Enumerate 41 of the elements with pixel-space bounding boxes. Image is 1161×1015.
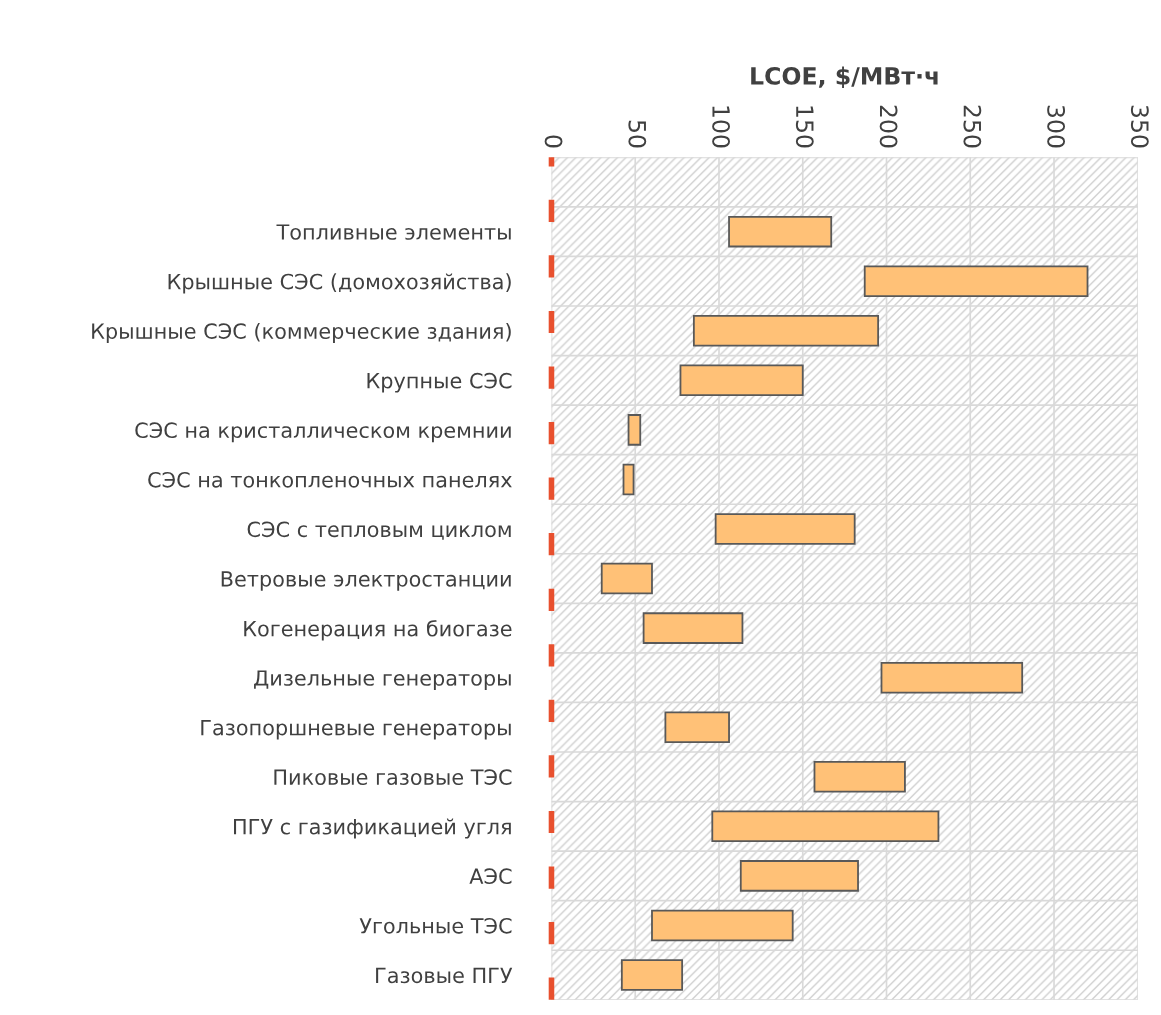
- y-tick-label: Пиковые газовые ТЭС: [274, 769, 512, 785]
- bar: [880, 661, 1024, 694]
- x-tick-label: 300: [1047, 105, 1066, 148]
- y-tick-label: Крупные СЭС: [367, 372, 512, 393]
- y-tick-label: СЭС с тепловым циклом: [247, 521, 511, 540]
- y-tick-label: Ветровые электростанции: [221, 571, 511, 591]
- x-tick-label: 350: [1130, 105, 1149, 148]
- x-tick-label: 250: [963, 105, 982, 148]
- bar: [622, 463, 635, 496]
- bar: [679, 364, 804, 397]
- y-tick-label: Угольные ТЭС: [359, 917, 512, 934]
- y-tick-label: ПГУ с газификацией угля: [234, 818, 511, 839]
- bar: [711, 810, 940, 843]
- x-tick-label: 150: [795, 106, 814, 148]
- bar: [627, 414, 642, 446]
- bar: [714, 513, 856, 545]
- y-tick-label: Дизельные генераторы: [254, 670, 511, 690]
- x-axis-title: LCOE, $/МВт·ч: [751, 66, 938, 88]
- y-tick-label: СЭС на кристаллическом кремнии: [135, 422, 511, 443]
- y-tick-label: СЭС на тонкопленочных панелях: [148, 471, 512, 488]
- x-tick-label: 100: [712, 106, 730, 148]
- y-tick-label: Топливные элементы: [276, 224, 511, 240]
- bar: [664, 711, 730, 743]
- x-tick-label: 0: [544, 135, 563, 148]
- bar: [813, 761, 906, 793]
- y-tick-label: Крышные СЭС (коммерческие здания): [92, 322, 511, 344]
- bar: [863, 265, 1089, 297]
- bar: [642, 612, 744, 644]
- bar: [728, 215, 833, 248]
- bar: [739, 860, 859, 892]
- y-tick-label: Крышные СЭС (домохозяйства): [168, 273, 511, 294]
- y-tick-label: Газовые ПГУ: [376, 967, 513, 984]
- y-tick-label: Когенерация на биогазе: [244, 620, 512, 641]
- y-tick-label: Газопоршневые генераторы: [201, 719, 511, 740]
- x-tick-label: 200: [879, 105, 898, 148]
- x-tick-label: 50: [628, 120, 647, 148]
- bar: [692, 314, 880, 347]
- y-tick-label: АЭС: [469, 868, 512, 885]
- bar: [620, 959, 684, 991]
- bar: [600, 562, 653, 595]
- bar: [651, 909, 794, 942]
